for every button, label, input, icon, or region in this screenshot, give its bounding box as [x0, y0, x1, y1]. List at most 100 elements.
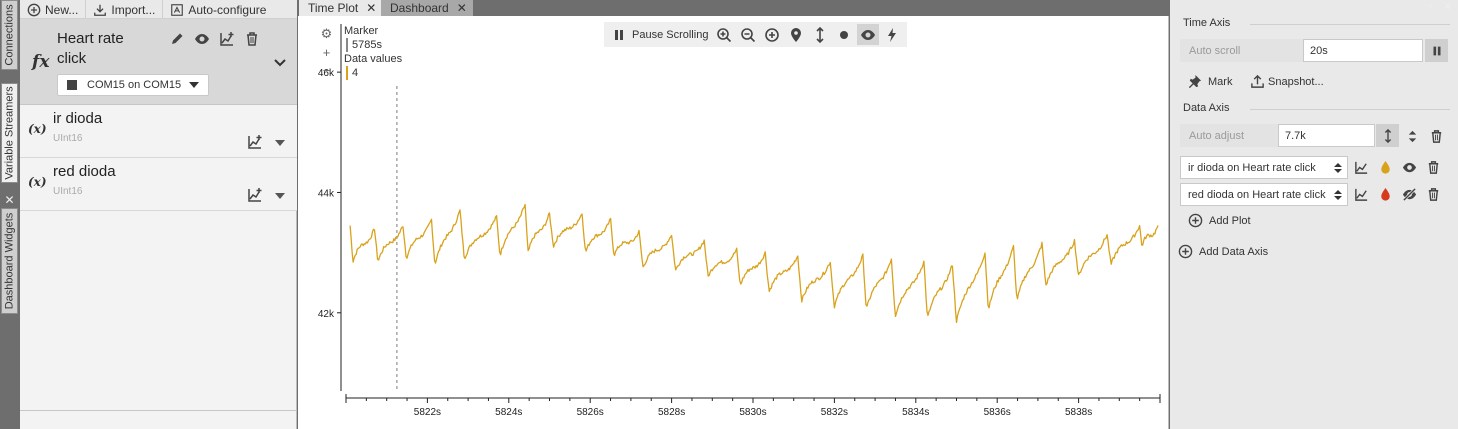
- chart-line-icon[interactable]: [1353, 186, 1369, 202]
- chart-line-icon[interactable]: [1353, 159, 1369, 175]
- chevron-down-icon[interactable]: [271, 53, 289, 71]
- add-chart-icon[interactable]: [246, 186, 264, 204]
- add-chart-icon[interactable]: [246, 133, 264, 151]
- close-icon[interactable]: ✕: [1442, 1, 1452, 13]
- x-tick-label: 5824s: [495, 407, 522, 418]
- trigger-button[interactable]: [881, 24, 903, 45]
- add-plot-button[interactable]: Add Plot: [1188, 213, 1251, 228]
- eye-slash-icon[interactable]: [1401, 186, 1417, 202]
- tab-dashboard[interactable]: Dashboard ✕: [381, 0, 473, 16]
- restore-icon[interactable]: ▫: [1428, 0, 1433, 12]
- marker-button[interactable]: [785, 24, 807, 45]
- color-drop-icon[interactable]: [1377, 159, 1393, 175]
- connection-select[interactable]: COM15 on COM15: [57, 74, 209, 96]
- up-down-arrows-icon[interactable]: [1404, 128, 1420, 144]
- x-tick-label: 5822s: [414, 407, 441, 418]
- divider: [20, 410, 297, 411]
- auto-configure-icon: [171, 3, 184, 16]
- plot-select-red-label: red dioda on Heart rate click: [1188, 188, 1326, 201]
- pause-scrolling-button[interactable]: Pause Scrolling: [608, 24, 711, 45]
- trash-icon[interactable]: [1428, 128, 1444, 144]
- mark-button[interactable]: Mark: [1187, 74, 1232, 89]
- eye-icon[interactable]: [1401, 159, 1417, 175]
- y-tick-label: 46k: [318, 68, 335, 79]
- dot-icon: [840, 30, 849, 39]
- vertical-arrows-icon: [816, 26, 825, 43]
- auto-adjust-label: Auto adjust: [1180, 124, 1280, 147]
- time-axis-title: Time Axis: [1183, 17, 1231, 29]
- up-down-arrows-icon: [1334, 190, 1342, 200]
- data-values-label: Data values: [344, 53, 403, 65]
- x-tick-label: 5832s: [821, 407, 848, 418]
- visibility-button[interactable]: [857, 24, 880, 45]
- trash-icon[interactable]: [1425, 159, 1441, 175]
- auto-configure-button[interactable]: Auto-configure: [163, 0, 273, 19]
- plus-circle-icon: [1188, 213, 1203, 228]
- window-controls: ▫ ✕: [1418, 0, 1458, 13]
- tab-time-plot-label: Time Plot: [308, 0, 359, 15]
- divider: [1250, 24, 1450, 25]
- points-button[interactable]: [833, 24, 855, 45]
- trash-icon[interactable]: [1425, 186, 1441, 202]
- plot-tab-bar: Time Plot ✕ Dashboard ✕: [298, 0, 1169, 16]
- color-drop-icon[interactable]: [1377, 186, 1393, 202]
- dropdown-arrow-icon[interactable]: [275, 140, 285, 146]
- pin-icon: [1188, 74, 1202, 89]
- series-line-ir-dioda: [349, 203, 1159, 324]
- trash-icon[interactable]: [243, 30, 261, 48]
- eye-icon[interactable]: [193, 30, 211, 48]
- zoom-in-button[interactable]: [713, 24, 735, 45]
- new-button[interactable]: New...: [20, 0, 87, 19]
- add-button[interactable]: [761, 24, 783, 45]
- plus-circle-icon: [27, 3, 41, 16]
- plot-select-ir[interactable]: ir dioda on Heart rate click: [1180, 156, 1348, 179]
- pause-scroll-button[interactable]: [1425, 39, 1448, 62]
- pause-icon: [615, 29, 623, 40]
- snapshot-button[interactable]: Snapshot...: [1250, 74, 1324, 89]
- variable-streamers-panel: New... Import... Auto-configure fx Heart…: [20, 0, 297, 429]
- tab-variable-streamers-label: Variable Streamers: [3, 86, 16, 180]
- minus-icon[interactable]: −: [322, 63, 331, 78]
- zoom-out-button[interactable]: [737, 24, 759, 45]
- import-button[interactable]: Import...: [86, 0, 164, 19]
- time-plot-chart[interactable]: 46k 44k 42k 5822s 5824s 5826s 5828s 5830s 5832s…: [298, 16, 1169, 429]
- gear-icon[interactable]: ⚙: [320, 26, 333, 41]
- close-icon[interactable]: ✕: [366, 0, 377, 15]
- import-button-label: Import...: [111, 2, 156, 17]
- pause-icon: [1433, 46, 1440, 55]
- plus-circle-icon: [765, 27, 780, 42]
- dropdown-arrow-icon[interactable]: [275, 193, 285, 199]
- streamer-title: Heart rate click: [57, 30, 124, 67]
- edit-pencil-icon[interactable]: [168, 30, 186, 48]
- marker-label: Marker: [344, 25, 379, 37]
- fit-vertical-button[interactable]: [1376, 124, 1399, 147]
- snapshot-label: Snapshot...: [1268, 75, 1324, 88]
- stop-icon: [67, 80, 77, 90]
- add-data-axis-button[interactable]: Add Data Axis: [1178, 244, 1268, 259]
- data-range-input[interactable]: 7.7k: [1278, 124, 1375, 147]
- plot-properties-panel: ▫ ✕ Time Axis Auto scroll 20s Mark Snaps…: [1170, 0, 1458, 429]
- variable-row-red[interactable]: (x) red dioda UInt16: [20, 158, 297, 211]
- scroll-window-input[interactable]: 20s: [1303, 39, 1423, 62]
- vertical-fit-button[interactable]: [809, 24, 831, 45]
- time-plot-area[interactable]: 46k 44k 42k 5822s 5824s 5826s 5828s 5830s 5832s…: [298, 16, 1169, 429]
- tab-time-plot[interactable]: Time Plot ✕: [299, 0, 383, 16]
- tab-variable-streamers[interactable]: Variable Streamers: [1, 83, 18, 183]
- tab-dashboard-widgets[interactable]: Dashboard Widgets: [1, 208, 18, 314]
- eye-icon: [861, 29, 876, 40]
- plot-select-red[interactable]: red dioda on Heart rate click: [1180, 183, 1348, 206]
- tab-connections[interactable]: Connections: [1, 0, 18, 70]
- import-icon: [94, 4, 107, 16]
- variable-row-ir[interactable]: (x) ir dioda UInt16: [20, 105, 297, 158]
- streamer-header[interactable]: fx Heart rate click COM15 on COM15: [20, 19, 297, 105]
- add-chart-icon[interactable]: [218, 30, 236, 48]
- x-tick-label: 5834s: [902, 407, 929, 418]
- close-icon[interactable]: ✕: [4, 193, 15, 207]
- close-icon[interactable]: ✕: [456, 0, 467, 15]
- x-tick-label: 5830s: [739, 407, 766, 418]
- streamers-toolbar: New... Import... Auto-configure: [20, 0, 297, 19]
- plus-icon[interactable]: +: [322, 45, 331, 60]
- x-tick-label: 5838s: [1065, 407, 1092, 418]
- zoom-out-icon: [741, 27, 756, 42]
- add-data-axis-label: Add Data Axis: [1199, 245, 1269, 258]
